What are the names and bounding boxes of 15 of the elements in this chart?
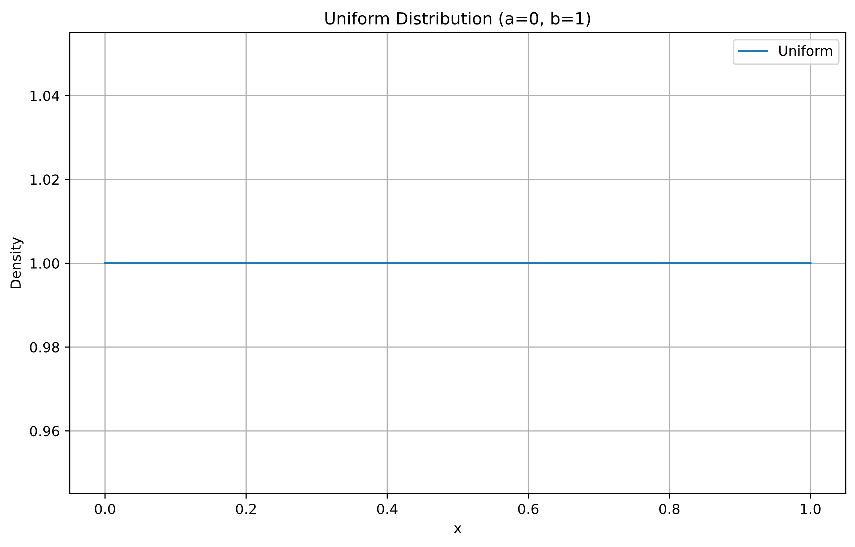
x-tick-label: 0.6 xyxy=(518,504,539,514)
y-tick-label: 1.04 xyxy=(30,90,60,102)
x-tick-label: 0.2 xyxy=(236,504,256,514)
y-tick-label: 1.02 xyxy=(30,174,59,186)
x-tick-label: 0.0 xyxy=(95,504,116,514)
y-tick-label: 0.96 xyxy=(30,426,60,437)
y-tick-label: 1.00 xyxy=(30,258,60,269)
x-tick-label: 0.4 xyxy=(377,504,398,514)
x-tick-label: 1.0 xyxy=(801,504,821,514)
legend-label: Uniform xyxy=(780,46,832,56)
y-axis-title: Density xyxy=(10,238,24,289)
x-axis-title: x xyxy=(454,526,462,534)
chart-title: Uniform Distribution (a=0, b=1) xyxy=(326,12,590,27)
y-tick-label: 0.98 xyxy=(30,342,60,353)
x-tick-label: 0.8 xyxy=(660,504,680,514)
